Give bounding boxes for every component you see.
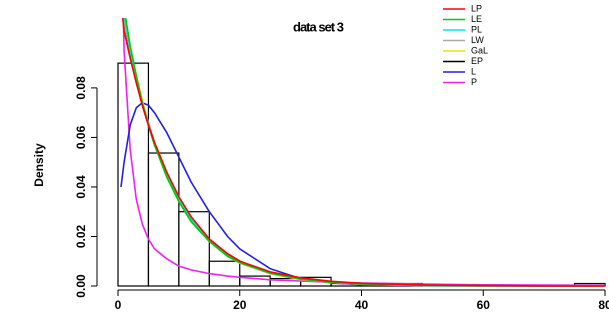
x-tick-label: 60 [477, 298, 491, 312]
density-curve [124, 18, 605, 287]
y-tick-label: 0.08 [74, 76, 88, 100]
legend-label: LE [471, 14, 482, 24]
curves [120, 18, 606, 287]
x-tick-label: 80 [598, 298, 609, 312]
histogram-bar [178, 211, 210, 287]
x-tick-label: 0 [115, 298, 122, 312]
y-tick-label: 0.04 [74, 175, 88, 199]
legend-label: LP [471, 3, 482, 13]
legend-label: P [471, 77, 477, 87]
legend-label: GaL [471, 45, 488, 55]
density-curve [123, 18, 605, 287]
density-curve [123, 18, 605, 287]
x-tick-label: 40 [355, 298, 369, 312]
x-tick-label: 20 [233, 298, 247, 312]
legend-label: LW [471, 35, 484, 45]
legend-label: PL [471, 24, 482, 34]
legend-label: L [471, 66, 476, 76]
y-tick-label: 0.00 [74, 274, 88, 298]
density-curve [121, 18, 606, 287]
chart-title: data set 3 [293, 19, 344, 34]
density-curve [120, 101, 605, 287]
density-curve [122, 18, 605, 287]
legend-label: EP [471, 56, 483, 66]
histogram-bar [147, 152, 180, 287]
y-tick-label: 0.02 [74, 224, 88, 248]
y-axis-label: Density [32, 143, 46, 187]
density-curve [122, 18, 606, 287]
y-tick-label: 0.06 [74, 125, 88, 149]
density-curve [122, 18, 605, 287]
